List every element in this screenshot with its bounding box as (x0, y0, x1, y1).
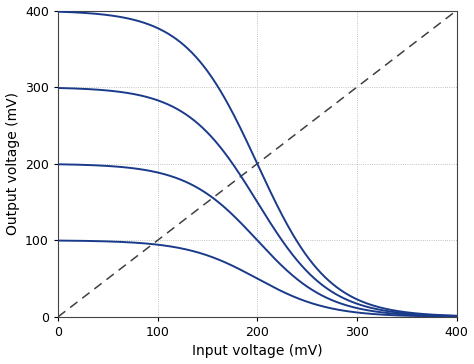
Y-axis label: Output voltage (mV): Output voltage (mV) (6, 92, 19, 235)
X-axis label: Input voltage (mV): Input voltage (mV) (192, 344, 323, 359)
